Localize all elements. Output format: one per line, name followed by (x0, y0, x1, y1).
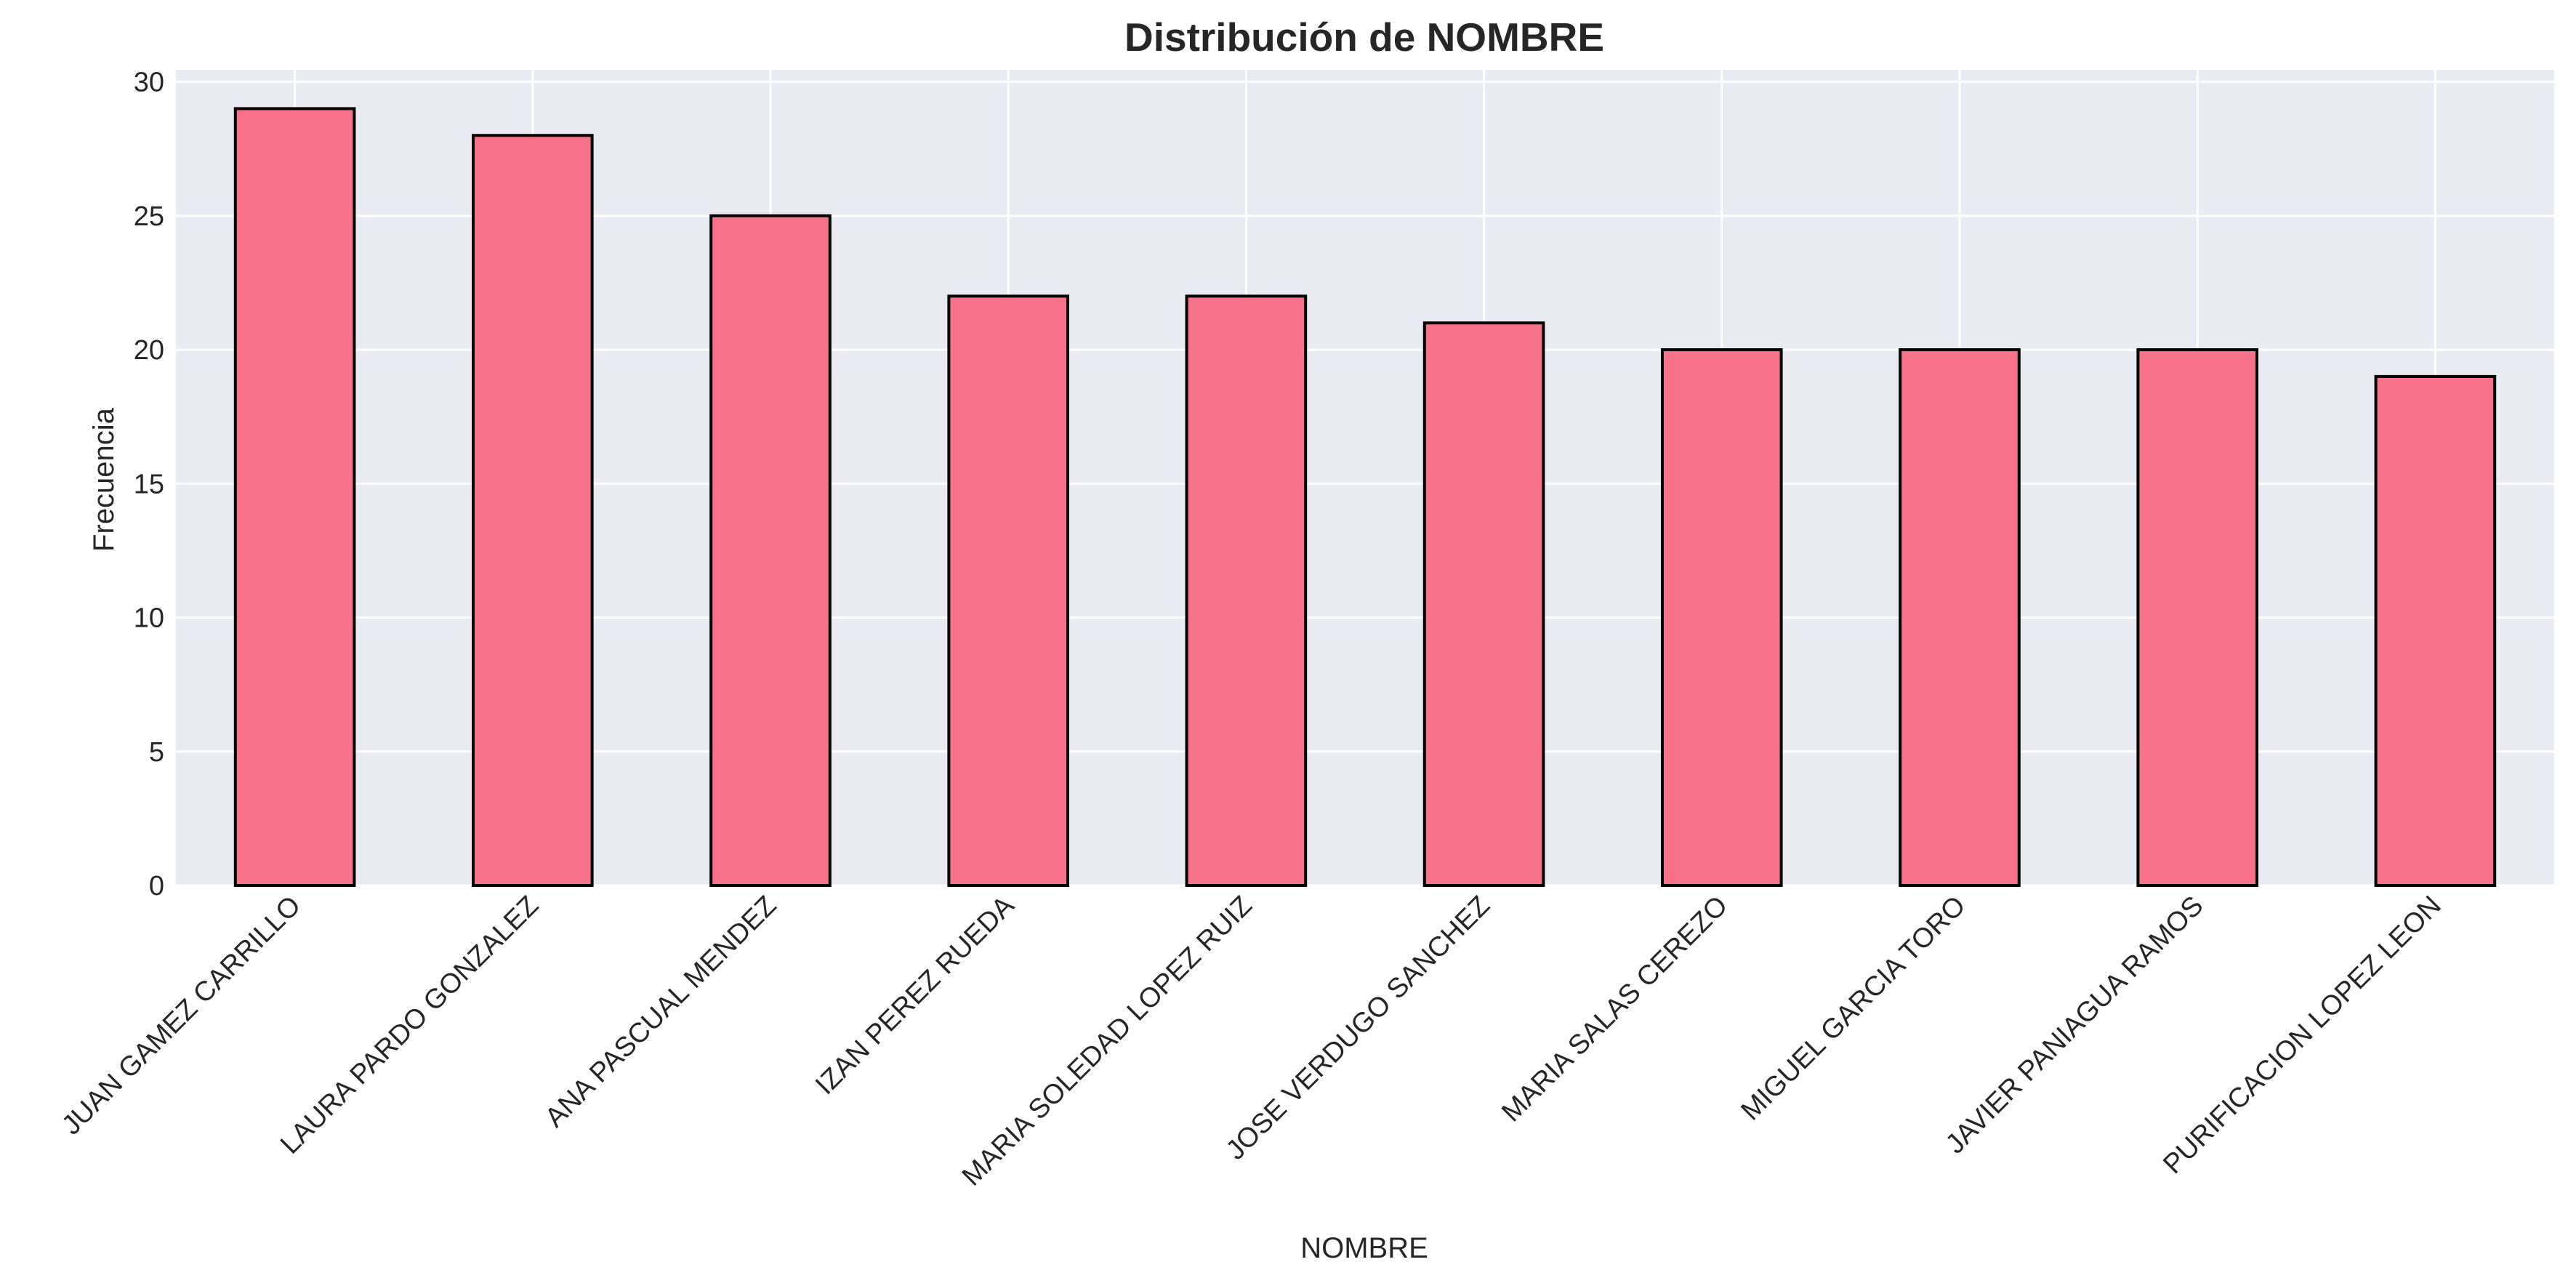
y-tick-label: 10 (134, 603, 164, 634)
y-tick-label: 30 (134, 68, 164, 98)
bar-1 (233, 107, 356, 887)
y-tick-label: 0 (149, 871, 164, 901)
bar-4 (947, 294, 1070, 887)
y-tick-label: 20 (134, 335, 164, 366)
bar-3 (709, 214, 832, 887)
bar-2 (472, 134, 594, 887)
bar-7 (1661, 348, 1783, 887)
y-tick-label: 25 (134, 201, 164, 232)
chart-title: Distribución de NOMBRE (1124, 15, 1604, 60)
y-axis-label: Frecuencia (88, 407, 120, 552)
bar-6 (1422, 321, 1545, 887)
bar-5 (1185, 294, 1308, 887)
y-tick-label: 15 (134, 469, 164, 499)
x-axis-label: NOMBRE (1300, 1232, 1428, 1264)
bar-8 (1899, 348, 2021, 887)
y-tick-labels: 0 5 10 15 20 25 30 (134, 68, 164, 901)
y-tick-label: 5 (149, 737, 164, 768)
bar-9 (2136, 348, 2258, 887)
bar-10 (2374, 374, 2497, 887)
bars (233, 107, 2497, 887)
